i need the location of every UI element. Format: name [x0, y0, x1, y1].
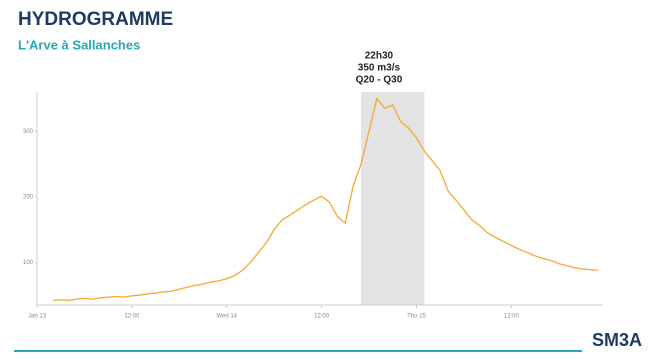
y-tick-label: 100 [23, 260, 34, 266]
y-tick-label: 200 [23, 194, 34, 200]
x-tick-label: Jan 13 [28, 314, 47, 320]
logo: SM3A [592, 330, 642, 350]
highlight-band [361, 92, 425, 305]
x-tick-label: Thu 15 [407, 314, 426, 320]
slide-subtitle: L'Arve à Sallanches [18, 37, 140, 52]
x-tick-label: 12:00 [124, 314, 140, 320]
annotation: Q20 - Q30 [356, 75, 403, 86]
x-tick-label: Wed 14 [216, 314, 237, 320]
x-tick-label: 12:00 [314, 314, 330, 320]
y-tick-label: 300 [23, 129, 34, 135]
annotation: 22h30 [365, 51, 394, 62]
x-tick-label: 12:00 [504, 314, 520, 320]
slide-title: HYDROGRAMME [18, 9, 173, 30]
flow-line [52, 97, 599, 302]
annotation: 350 m3/s [358, 63, 401, 74]
